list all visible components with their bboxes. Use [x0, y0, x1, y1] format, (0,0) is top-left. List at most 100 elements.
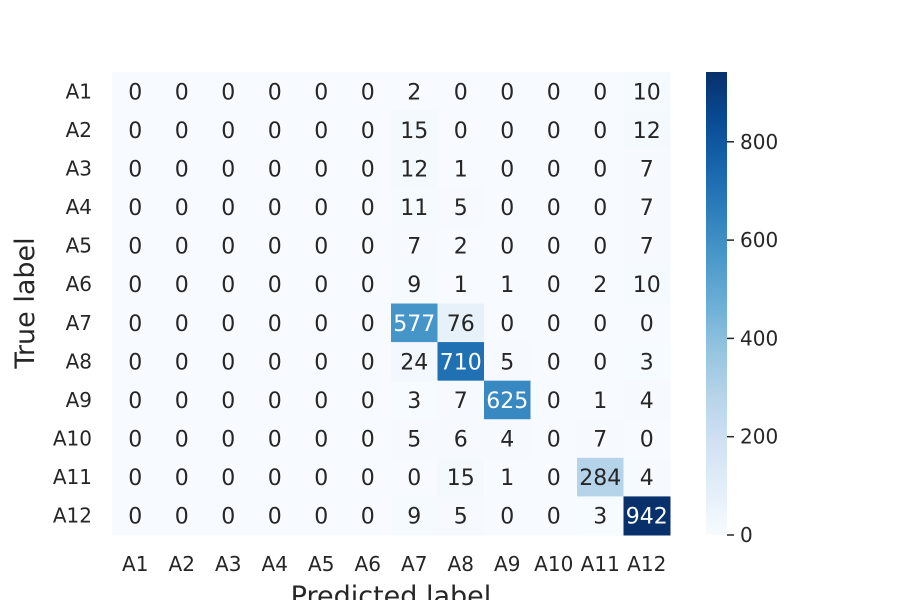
heatmap-cell: [484, 149, 531, 189]
cell-value-label: 0: [268, 119, 282, 144]
heatmap-cell: [298, 380, 345, 420]
heatmap-cell: [577, 380, 624, 420]
heatmap-cell: [530, 72, 578, 112]
cell-value-label: 710: [440, 350, 482, 375]
y-tick-label: A10: [53, 427, 92, 451]
cell-value-label: 12: [400, 157, 428, 182]
cell-value-label: 0: [175, 505, 189, 530]
cell-value-label: 0: [500, 157, 514, 182]
cell-value-label: 0: [593, 119, 607, 144]
cell-value-label: 3: [407, 389, 421, 414]
y-tick-label: A8: [66, 349, 92, 373]
heatmap-cell: [530, 496, 578, 536]
heatmap-cell: [623, 149, 671, 189]
cell-value-label: 0: [454, 80, 468, 105]
x-tick-label: A7: [401, 552, 427, 576]
heatmap-cell: [251, 187, 299, 227]
heatmap-cell: [158, 187, 206, 227]
heatmap-cell: [158, 342, 206, 382]
heatmap-cell: [251, 303, 299, 343]
heatmap-cell: [391, 457, 438, 497]
cell-value-label: 0: [268, 350, 282, 375]
heatmap-cell: [112, 496, 159, 536]
heatmap-cell: [484, 264, 531, 304]
x-tick-label: A11: [581, 552, 620, 576]
heatmap-cell: [623, 457, 671, 497]
heatmap-cell: [437, 187, 485, 227]
cell-value-label: 0: [314, 466, 328, 491]
x-tick-label: A1: [122, 552, 148, 576]
heatmap-cell: [484, 72, 531, 112]
heatmap-cell: [577, 419, 624, 459]
cell-value-label: 4: [500, 428, 514, 453]
cell-value-label: 0: [314, 389, 328, 414]
colorbar-tick-label: 600: [740, 228, 778, 252]
heatmap-cell: [577, 264, 624, 304]
cell-value-label: 0: [640, 428, 654, 453]
cell-value-label: 0: [175, 350, 189, 375]
cell-value-label: 3: [640, 350, 654, 375]
heatmap-cell: [112, 187, 159, 227]
cell-value-label: 0: [314, 505, 328, 530]
heatmap-cell: [484, 457, 531, 497]
cell-value-label: 0: [407, 466, 421, 491]
x-axis-label: Predicted label: [291, 581, 492, 600]
heatmap-cell: [251, 342, 299, 382]
heatmap-cell: [158, 496, 206, 536]
cell-value-label: 0: [221, 273, 235, 298]
heatmap-cell: [484, 226, 531, 266]
cell-value-label: 0: [314, 196, 328, 221]
heatmap-cell: [112, 226, 159, 266]
cell-value-label: 0: [547, 273, 561, 298]
cell-value-label: 0: [314, 80, 328, 105]
heatmap-cell: [158, 380, 206, 420]
cell-value-label: 5: [407, 428, 421, 453]
cell-value-label: 0: [268, 196, 282, 221]
cell-value-label: 0: [547, 505, 561, 530]
heatmap-cell: [530, 110, 578, 150]
y-tick-labels: A1 A2 A3 A4 A5 A6 A7 A8 A9 A10 A11 A12: [53, 79, 92, 527]
cell-value-label: 4: [640, 389, 654, 414]
cell-value-label: 0: [128, 80, 142, 105]
cell-value-label: 0: [268, 235, 282, 260]
cell-value-label: 0: [221, 80, 235, 105]
heatmap-cell: [437, 110, 485, 150]
heatmap-cell: [437, 457, 485, 497]
y-tick-label: A1: [66, 79, 92, 103]
heatmap-cell: [298, 110, 345, 150]
cell-value-label: 625: [486, 389, 528, 414]
cell-value-label: 0: [128, 350, 142, 375]
heatmap-cell: [344, 187, 392, 227]
heatmap-cell: [344, 149, 392, 189]
cell-value-label: 0: [361, 157, 375, 182]
y-tick-label: A12: [53, 504, 92, 528]
heatmap-cell: [484, 496, 531, 536]
heatmap-cell: [298, 303, 345, 343]
heatmap-cell: [205, 342, 252, 382]
cell-value-label: 0: [128, 428, 142, 453]
y-tick-label: A7: [66, 311, 92, 335]
cell-value-label: 7: [640, 196, 654, 221]
cell-value-label: 0: [128, 235, 142, 260]
cell-value-label: 7: [407, 235, 421, 260]
heatmap-cell: [577, 72, 624, 112]
heatmap-cell: [158, 303, 206, 343]
cell-value-label: 0: [221, 389, 235, 414]
cell-value-label: 0: [361, 312, 375, 337]
cell-value-label: 0: [128, 157, 142, 182]
cell-value-label: 1: [500, 466, 514, 491]
cell-value-label: 0: [500, 119, 514, 144]
cell-value-label: 577: [393, 312, 435, 337]
heatmap-cell: [623, 72, 671, 112]
heatmap-cell: [298, 187, 345, 227]
y-tick-label: A5: [66, 234, 92, 258]
cell-value-label: 76: [447, 312, 475, 337]
heatmap-cell: [251, 380, 299, 420]
heatmap-cell: [344, 380, 392, 420]
x-tick-label: A9: [494, 552, 520, 576]
heatmap-cell: [437, 496, 485, 536]
heatmap-cell: [251, 457, 299, 497]
heatmap-cell: [251, 419, 299, 459]
cell-value-label: 0: [128, 119, 142, 144]
heatmap-cell: [437, 149, 485, 189]
